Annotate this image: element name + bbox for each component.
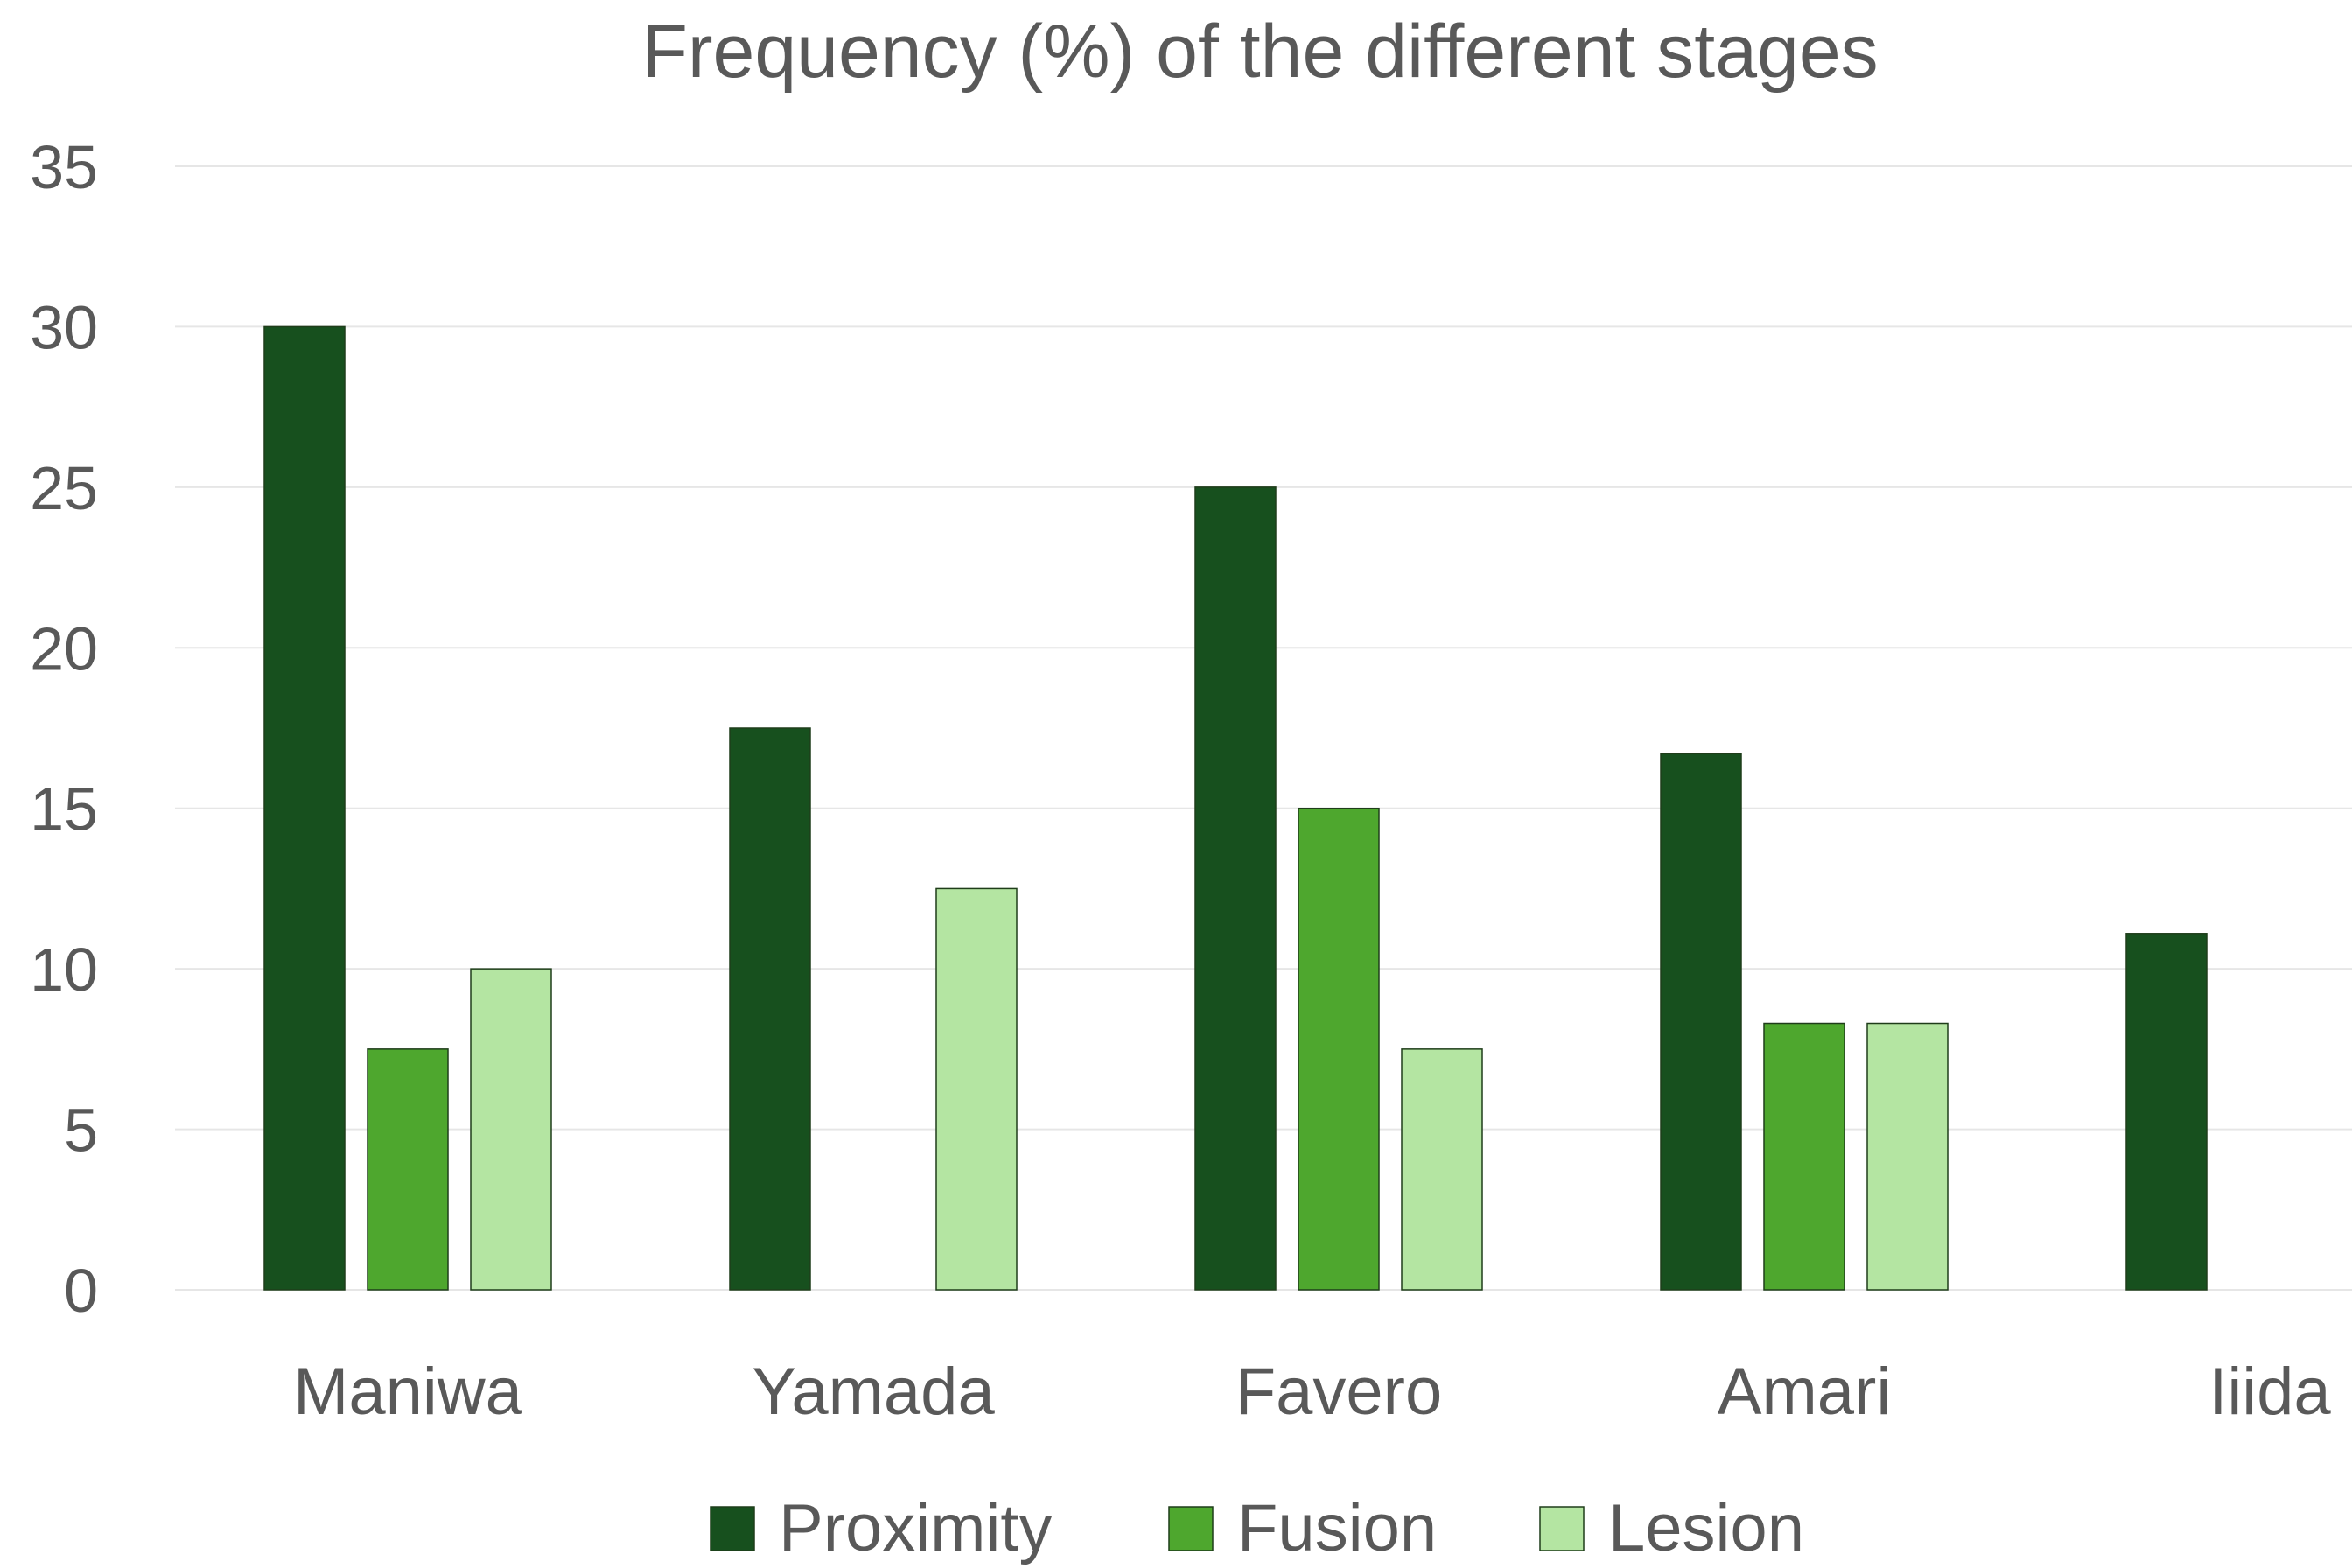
bar-yamada-lesion [935, 887, 1018, 1291]
bar-favero-fusion [1298, 807, 1380, 1291]
bar-favero-proximity [1194, 486, 1277, 1291]
legend-swatch-proximity [710, 1506, 755, 1551]
y-tick-label-30: 30 [30, 293, 98, 361]
x-category-label-amari: Amari [1718, 1354, 1891, 1429]
x-axis-category-labels: Maniwa Yamada Favero Amari Iiida [293, 1354, 2331, 1429]
legend-label-lesion: Lesion [1608, 1491, 1804, 1565]
bar-amari-proximity [1660, 752, 1742, 1291]
x-category-label-yamada: Yamada [752, 1354, 995, 1429]
bars [263, 326, 2208, 1291]
x-category-label-favero: Favero [1236, 1354, 1443, 1429]
bar-amari-fusion [1763, 1022, 1845, 1291]
bar-favero-lesion [1401, 1048, 1483, 1291]
y-tick-label-0: 0 [64, 1256, 98, 1325]
bar-maniwa-proximity [263, 326, 346, 1291]
bar-amari-lesion [1866, 1022, 1949, 1291]
chart-title: Frequency (%) of the different stages [641, 10, 1878, 94]
y-tick-label-25: 25 [30, 454, 98, 522]
y-tick-label-10: 10 [30, 935, 98, 1004]
bar-yamada-proximity [729, 727, 811, 1291]
legend-swatch-fusion [1168, 1506, 1214, 1551]
y-tick-label-15: 15 [30, 775, 98, 844]
legend-swatch-lesion [1539, 1506, 1585, 1551]
legend-label-proximity: Proximity [779, 1491, 1052, 1565]
legend-label-fusion: Fusion [1237, 1491, 1437, 1565]
y-tick-label-20: 20 [30, 614, 98, 682]
bar-maniwa-lesion [470, 968, 552, 1291]
y-tick-label-5: 5 [64, 1096, 98, 1165]
bar-maniwa-fusion [367, 1048, 449, 1291]
x-category-label-maniwa: Maniwa [293, 1354, 523, 1429]
y-axis-tick-labels: 0 5 10 15 20 25 30 35 [30, 133, 98, 1325]
x-category-label-iiida: Iiida [2208, 1354, 2331, 1429]
legend: Proximity Fusion Lesion [710, 1491, 1804, 1565]
y-tick-label-35: 35 [30, 133, 98, 201]
bar-iiida-proximity [2125, 933, 2208, 1291]
